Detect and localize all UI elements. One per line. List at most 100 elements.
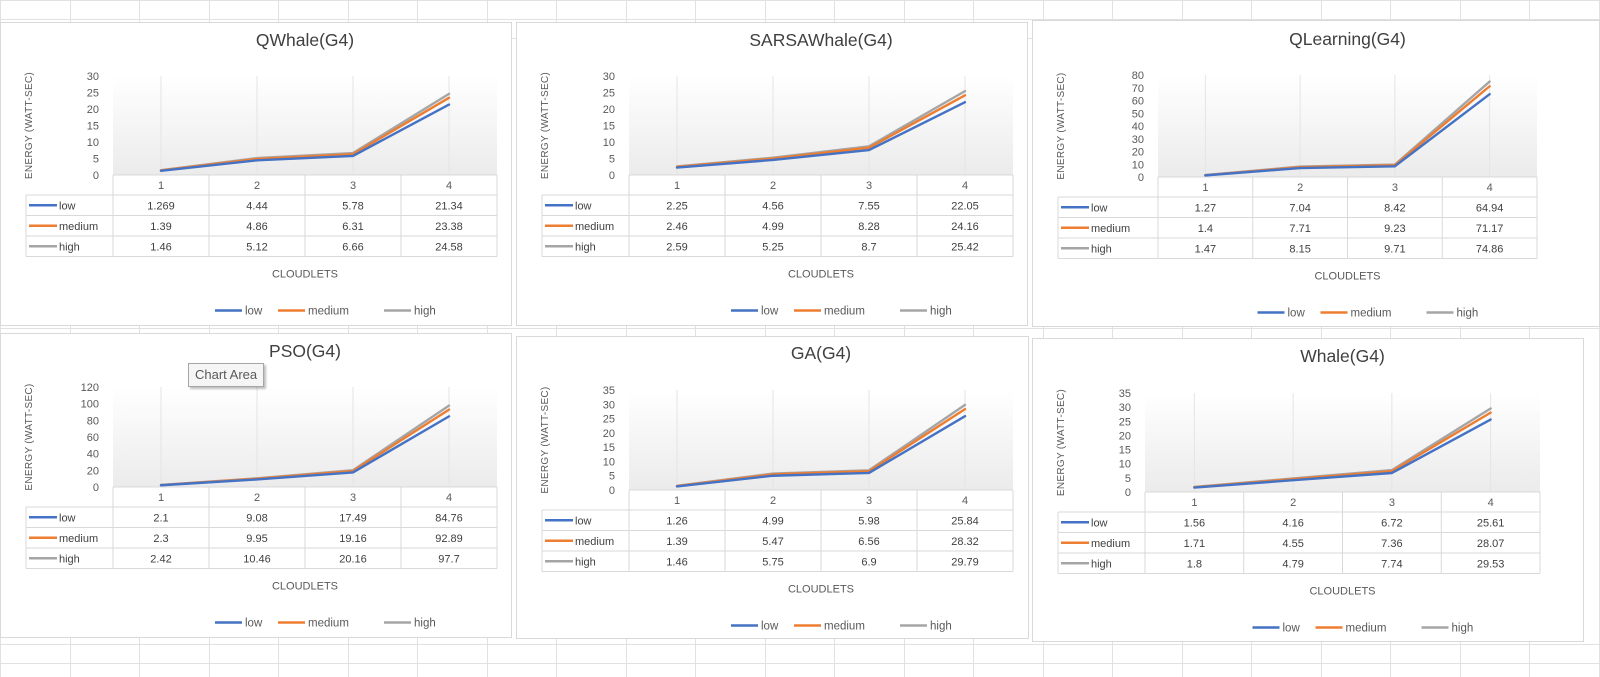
plot-area[interactable] <box>113 76 497 175</box>
legend-label-high[interactable]: high <box>414 306 436 318</box>
legend-label-high[interactable]: high <box>1452 623 1474 635</box>
table-cell-value: 6.31 <box>342 221 363 233</box>
chart-whale[interactable]: Whale(G4) ENERGY (WATT-SEC) 0 5 10 15 20 25 30 35… <box>1032 338 1584 642</box>
x-category-label: 4 <box>446 492 452 504</box>
table-cell-value: 1.4 <box>1198 223 1213 235</box>
table-cell-value: 8.28 <box>858 221 879 233</box>
x-category-label: 4 <box>1488 497 1494 509</box>
legend-label-low[interactable]: low <box>245 618 263 630</box>
table-cell-value: 1.47 <box>1195 243 1216 255</box>
legend-label-medium[interactable]: medium <box>824 621 865 633</box>
y-tick-label: 35 <box>603 385 615 397</box>
chart-qlearning-svg[interactable]: QLearning(G4) ENERGY (WATT-SEC) 0102030405… <box>1033 21 1600 327</box>
legend-label-low[interactable]: low <box>761 621 779 633</box>
legend-label-medium[interactable]: medium <box>1351 308 1392 320</box>
table-cell-value: 2.3 <box>153 533 168 545</box>
table-cell-value: 97.7 <box>438 553 459 565</box>
plot-area[interactable] <box>113 387 497 487</box>
legend-label-high[interactable]: high <box>414 618 436 630</box>
table-cell-value: 71.17 <box>1476 223 1504 235</box>
table-cell-value: 1.39 <box>666 536 687 548</box>
x-axis-label: CLOUDLETS <box>1314 271 1380 283</box>
legend-label-medium[interactable]: medium <box>1346 623 1387 635</box>
legend-label-medium[interactable]: medium <box>308 618 349 630</box>
table-cell-value: 5.75 <box>762 556 783 568</box>
table-cell-value: 8.7 <box>861 241 876 253</box>
table-cell-value: 6.66 <box>342 241 363 253</box>
table-cell-value: 1.56 <box>1184 517 1205 529</box>
table-cell-value: 28.32 <box>951 536 979 548</box>
table-cell-value: 1.8 <box>1187 558 1202 570</box>
table-cell-value: 29.53 <box>1477 558 1505 570</box>
y-tick-label: 20 <box>1132 147 1144 159</box>
table-cell-value: 2.46 <box>666 221 687 233</box>
y-tick-label: 5 <box>93 154 99 166</box>
table-cell-value: 5.98 <box>858 515 879 527</box>
table-cell-value: 5.47 <box>762 536 783 548</box>
table-cell-value: 2.42 <box>150 553 171 565</box>
table-cell-value: 4.56 <box>762 200 783 212</box>
y-tick-label: 0 <box>1125 487 1131 499</box>
table-cell-value: 9.71 <box>1384 243 1405 255</box>
legend-label-low[interactable]: low <box>1283 623 1301 635</box>
y-tick-label: 100 <box>81 399 99 411</box>
table-cell-value: 1.71 <box>1184 538 1205 550</box>
table-series-name: medium <box>575 536 614 548</box>
series-line-low[interactable] <box>159 103 451 173</box>
table-cell-value: 2.59 <box>666 241 687 253</box>
table-cell-value: 9.95 <box>246 533 267 545</box>
legend-label-high[interactable]: high <box>930 621 952 633</box>
table-cell-value: 24.58 <box>435 241 463 253</box>
chart-ga[interactable]: GA(G4) ENERGY (WATT-SEC) 0 5 10 15 20 25 30 35 1 2 3… <box>516 336 1029 639</box>
y-tick-label: 20 <box>87 104 99 116</box>
y-tick-label: 10 <box>603 456 615 468</box>
chart-title: PSO(G4) <box>269 341 341 361</box>
y-tick-label: 20 <box>603 104 615 116</box>
y-tick-label: 20 <box>1119 430 1131 442</box>
x-category-label: 4 <box>1487 182 1493 194</box>
legend-label-low[interactable]: low <box>1288 308 1306 320</box>
chart-sarsawhale-svg[interactable]: SARSAWhale(G4) ENERGY (WATT-SEC) 0 5 10 15 20 2… <box>517 23 1028 326</box>
chart-pso-svg[interactable]: PSO(G4) ENERGY (WATT-SEC) 0 20 40 60 80 100 120 1… <box>1 334 512 638</box>
plot-area[interactable] <box>629 76 1013 175</box>
series-line-low[interactable] <box>675 414 967 488</box>
table-cell-value: 74.86 <box>1476 243 1504 255</box>
y-axis-label: ENERGY (WATT-SEC) <box>540 72 551 179</box>
chart-whale-svg[interactable]: Whale(G4) ENERGY (WATT-SEC) 0 5 10 15 20 25 30 35… <box>1033 339 1584 642</box>
chart-qwhale-svg[interactable]: QWhale(G4) ENERGY (WATT-SEC) 0 5 10 15 20 25 30 1… <box>1 23 512 326</box>
series-line-low[interactable] <box>159 415 451 487</box>
legend-label-medium[interactable]: medium <box>308 306 349 318</box>
chart-qlearning[interactable]: QLearning(G4) ENERGY (WATT-SEC) 0 10 20 30 40 5… <box>1032 20 1600 327</box>
x-category-label: 4 <box>962 180 968 192</box>
legend-label-medium[interactable]: medium <box>824 306 865 318</box>
chart-qwhale[interactable]: QWhale(G4) ENERGY (WATT-SEC) 0 5 10 15 20 25 30 1… <box>0 22 512 326</box>
legend-label-low[interactable]: low <box>245 306 263 318</box>
x-category-label: 4 <box>962 495 968 507</box>
chart-title: Whale(G4) <box>1300 346 1385 366</box>
x-axis-label: CLOUDLETS <box>788 584 854 596</box>
chart-title: SARSAWhale(G4) <box>749 30 892 50</box>
chart-sarsawhale[interactable]: SARSAWhale(G4) ENERGY (WATT-SEC) 0 5 10 15 20 2… <box>516 22 1028 326</box>
table-cell-value: 7.55 <box>858 200 879 212</box>
table-cell-value: 9.08 <box>246 512 267 524</box>
table-cell-value: 1.39 <box>150 221 171 233</box>
series-line-low[interactable] <box>675 101 967 169</box>
table-cell-value: 4.55 <box>1282 538 1303 550</box>
x-category-label: 2 <box>254 180 260 192</box>
y-tick-label: 10 <box>87 137 99 149</box>
legend-label-high[interactable]: high <box>930 306 952 318</box>
chart-ga-svg[interactable]: GA(G4) ENERGY (WATT-SEC) 0 5 10 15 20 25 30 35 1 2 3… <box>517 337 1029 639</box>
series-line-low[interactable] <box>1193 418 1492 489</box>
x-category-label: 1 <box>158 180 164 192</box>
x-axis-label: CLOUDLETS <box>272 581 338 593</box>
x-category-label: 1 <box>158 492 164 504</box>
series-line-low[interactable] <box>1204 93 1491 177</box>
y-tick-label: 25 <box>1119 416 1131 428</box>
plot-area[interactable] <box>1158 75 1537 177</box>
x-category-label: 3 <box>866 495 872 507</box>
table-cell-value: 7.04 <box>1289 202 1310 214</box>
x-category-label: 2 <box>1297 182 1303 194</box>
legend-label-low[interactable]: low <box>761 306 779 318</box>
legend-label-high[interactable]: high <box>1457 308 1479 320</box>
